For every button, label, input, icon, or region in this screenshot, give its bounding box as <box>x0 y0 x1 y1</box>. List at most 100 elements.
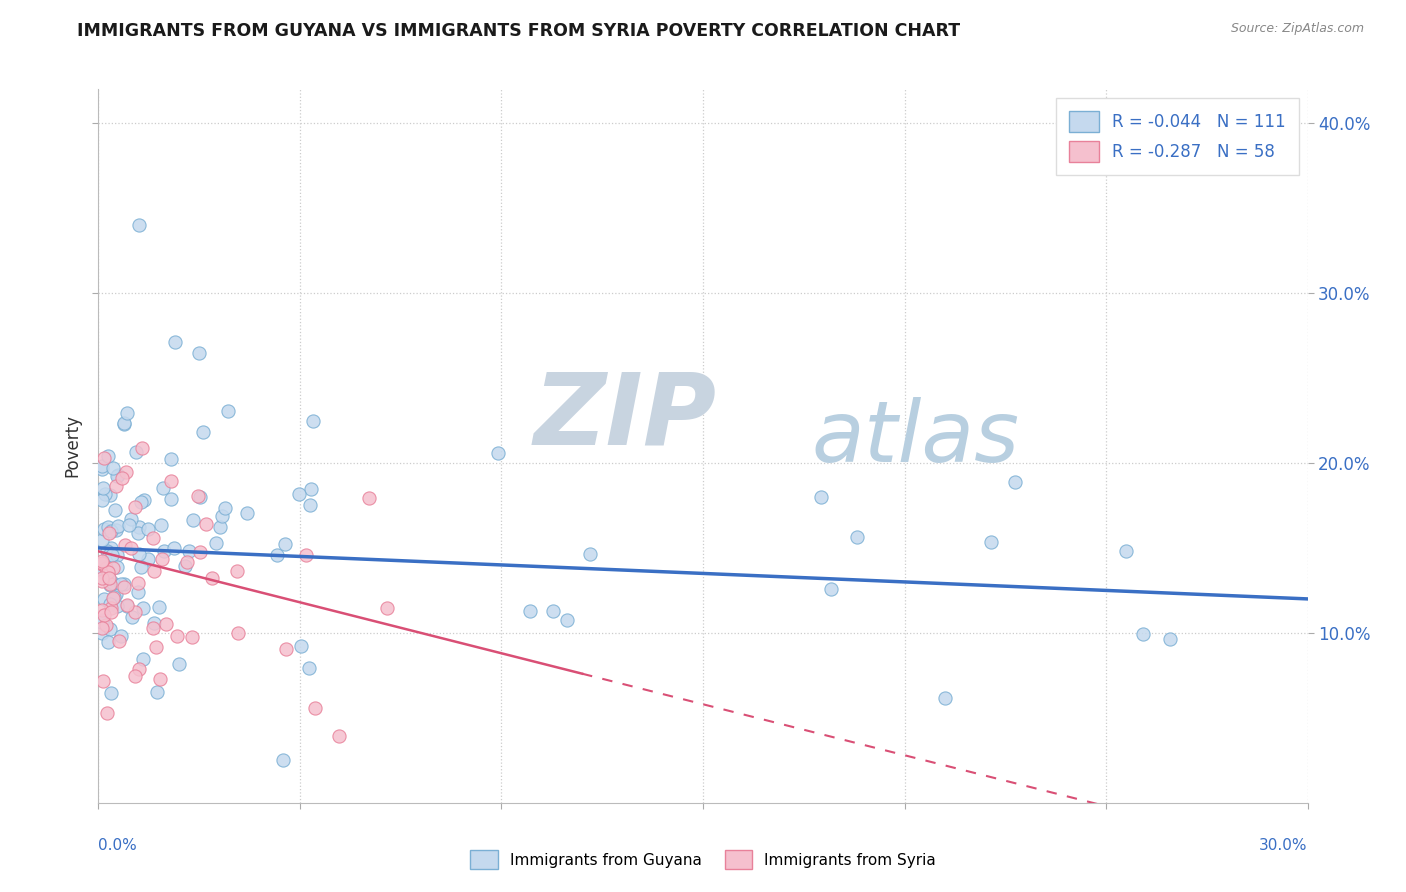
Point <box>145 640 167 655</box>
Point <box>115 465 138 479</box>
Point <box>214 501 236 516</box>
Point <box>193 425 215 440</box>
Point <box>132 493 155 508</box>
Point <box>91 615 114 630</box>
Point <box>1115 543 1137 558</box>
Point <box>96 561 118 575</box>
Point <box>93 522 115 536</box>
Point <box>105 599 128 614</box>
Point <box>167 657 190 671</box>
Point <box>97 449 120 463</box>
Point <box>274 642 297 657</box>
Point <box>105 587 128 601</box>
Point <box>160 474 183 488</box>
Point <box>96 544 118 558</box>
Text: ZIP: ZIP <box>534 369 717 466</box>
Text: 30.0%: 30.0% <box>1260 838 1308 854</box>
Point <box>107 467 129 482</box>
Point <box>98 577 121 591</box>
Point <box>120 541 142 556</box>
Point <box>143 615 166 630</box>
Point <box>98 578 121 592</box>
Point <box>150 518 173 533</box>
Point <box>91 458 114 473</box>
Point <box>236 506 259 520</box>
Point <box>138 552 160 566</box>
Point <box>225 565 247 579</box>
Point <box>118 518 141 533</box>
Point <box>132 600 155 615</box>
Point <box>97 635 120 649</box>
Point <box>91 614 114 628</box>
Point <box>1004 475 1026 490</box>
Point <box>93 451 115 466</box>
Point <box>97 565 120 579</box>
Point <box>201 571 224 585</box>
Point <box>150 552 173 566</box>
Point <box>115 406 138 420</box>
Point <box>810 490 832 504</box>
Point <box>328 729 350 743</box>
Point <box>143 564 166 578</box>
Legend: R = -0.044   N = 111, R = -0.287   N = 58: R = -0.044 N = 111, R = -0.287 N = 58 <box>1056 97 1299 176</box>
Point <box>112 417 135 431</box>
Point <box>132 651 155 665</box>
Point <box>128 520 150 534</box>
Point <box>302 414 325 428</box>
Point <box>163 541 186 555</box>
Y-axis label: Poverty: Poverty <box>63 415 82 477</box>
Point <box>176 555 198 569</box>
Point <box>94 618 117 632</box>
Point <box>98 548 121 562</box>
Point <box>204 536 226 550</box>
Legend: Immigrants from Guyana, Immigrants from Syria: Immigrants from Guyana, Immigrants from … <box>464 844 942 875</box>
Point <box>142 532 165 546</box>
Point <box>298 661 321 675</box>
Point <box>93 557 115 571</box>
Point <box>93 592 115 607</box>
Point <box>103 561 125 575</box>
Point <box>146 684 169 698</box>
Point <box>131 441 153 455</box>
Point <box>110 576 132 591</box>
Point <box>105 524 128 538</box>
Point <box>91 559 114 574</box>
Text: Source: ZipAtlas.com: Source: ZipAtlas.com <box>1230 22 1364 36</box>
Point <box>165 334 187 349</box>
Point <box>375 601 398 615</box>
Point <box>820 582 842 597</box>
Point <box>155 617 177 632</box>
Point <box>107 469 129 483</box>
Point <box>124 500 146 514</box>
Point <box>304 700 326 714</box>
Point <box>103 591 125 605</box>
Point <box>209 520 232 534</box>
Point <box>115 598 138 612</box>
Point <box>100 600 122 615</box>
Point <box>298 498 321 512</box>
Point <box>100 597 122 611</box>
Point <box>91 603 114 617</box>
Point <box>299 483 322 497</box>
Point <box>91 556 114 570</box>
Point <box>96 706 118 720</box>
Point <box>142 621 165 635</box>
Point <box>127 525 149 540</box>
Point <box>211 508 233 523</box>
Point <box>266 548 288 562</box>
Point <box>120 512 142 526</box>
Text: IMMIGRANTS FROM GUYANA VS IMMIGRANTS FROM SYRIA POVERTY CORRELATION CHART: IMMIGRANTS FROM GUYANA VS IMMIGRANTS FRO… <box>77 22 960 40</box>
Point <box>100 605 122 619</box>
Text: atlas: atlas <box>811 397 1019 481</box>
Point <box>180 630 202 644</box>
Point <box>100 541 122 555</box>
Point <box>486 446 509 460</box>
Point <box>129 560 152 574</box>
Point <box>105 559 128 574</box>
Point <box>110 629 132 643</box>
Point <box>124 445 146 459</box>
Point <box>97 519 120 533</box>
Point <box>112 580 135 594</box>
Point <box>91 492 114 507</box>
Point <box>188 345 211 359</box>
